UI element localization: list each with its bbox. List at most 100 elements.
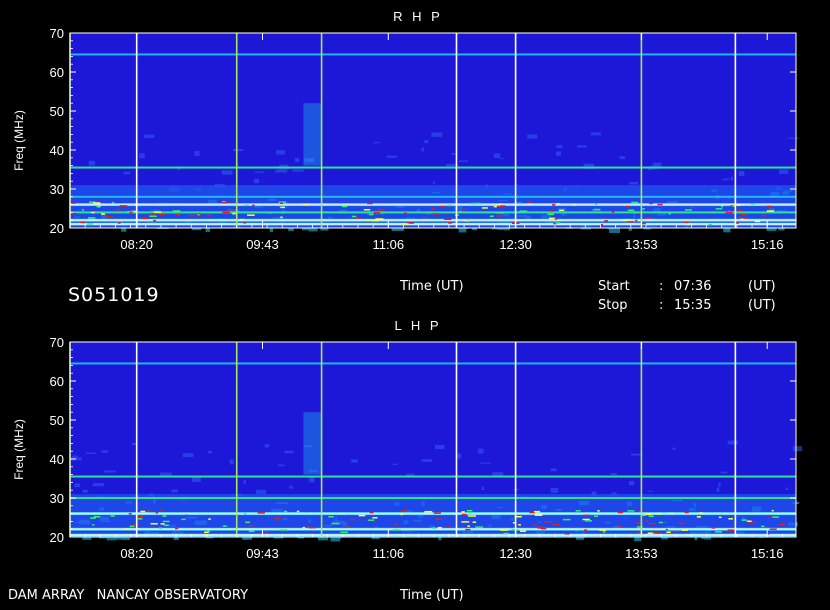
burst-speck xyxy=(296,510,300,513)
noise-speck xyxy=(351,459,358,463)
burst-speck xyxy=(743,217,748,219)
x-tick-label: 11:06 xyxy=(372,237,404,252)
burst-speck xyxy=(771,509,774,512)
x-tick-label: 08:20 xyxy=(120,237,153,252)
burst-speck xyxy=(437,526,442,529)
start-value: 07:36 xyxy=(674,279,712,294)
noise-speck xyxy=(550,488,559,493)
noise-speck xyxy=(273,536,284,539)
burst-speck xyxy=(137,518,143,520)
burst-speck xyxy=(175,213,181,216)
noise-speck xyxy=(721,471,728,474)
burst-speck xyxy=(368,213,374,216)
noise-speck xyxy=(254,178,260,184)
burst-speck xyxy=(110,515,115,517)
burst-speck xyxy=(638,531,641,534)
burst-speck xyxy=(71,213,77,215)
burst-speck xyxy=(475,526,484,528)
burst-speck xyxy=(375,218,384,220)
burst-speck xyxy=(643,513,652,516)
y-axis-label: Freq (MHz) xyxy=(12,419,26,480)
noise-speck xyxy=(647,490,654,492)
burst-speck xyxy=(460,208,467,211)
emission-band-core xyxy=(70,497,796,499)
noise-speck xyxy=(243,480,246,484)
burst-speck xyxy=(649,202,653,205)
burst-speck xyxy=(240,218,245,221)
burst-speck xyxy=(153,219,157,222)
burst-speck xyxy=(602,531,606,533)
noise-speck xyxy=(288,227,294,232)
burst-speck xyxy=(279,202,284,205)
noise-speck xyxy=(652,162,662,167)
burst-speck xyxy=(459,210,462,213)
burst-speck xyxy=(243,222,246,224)
burst-speck xyxy=(400,513,403,516)
burst-speck xyxy=(657,203,663,206)
burst-speck xyxy=(718,516,722,519)
burst-speck xyxy=(727,529,736,531)
x-tick-label: 11:06 xyxy=(372,546,404,561)
noise-speck xyxy=(634,536,642,542)
burst-speck xyxy=(448,222,453,224)
burst-speck xyxy=(223,525,227,527)
burst-speck xyxy=(345,525,350,527)
burst-speck xyxy=(748,521,755,523)
burst-speck xyxy=(583,514,590,517)
burst-speck xyxy=(93,515,101,518)
noise-speck xyxy=(785,487,788,491)
noise-speck xyxy=(308,477,315,483)
burst-speck xyxy=(393,529,401,531)
burst-speck xyxy=(466,509,473,512)
time-axis-label-bottom: Time (UT) xyxy=(400,588,464,603)
burst-speck xyxy=(400,510,409,512)
noise-speck xyxy=(294,157,300,163)
burst-speck xyxy=(636,526,643,528)
burst-speck xyxy=(696,516,702,518)
noise-speck xyxy=(471,227,478,231)
burst-speck xyxy=(518,524,521,526)
burst-speck xyxy=(648,515,654,517)
spectrogram-panel-1: 20 30 40 50 60 70 08:20 09:43 11:06 12:30 13:53 15:… xyxy=(12,9,800,252)
noise-speck xyxy=(738,171,745,176)
burst-speck xyxy=(308,526,316,529)
noise-speck xyxy=(304,158,315,163)
burst-speck xyxy=(489,215,494,217)
y-tick-label: 40 xyxy=(50,452,64,467)
burst-speck xyxy=(93,202,101,204)
burst-speck xyxy=(406,222,415,224)
noise-speck xyxy=(556,145,563,149)
burst-speck xyxy=(350,518,355,521)
noise-speck xyxy=(92,483,105,487)
burst-speck xyxy=(666,531,671,533)
burst-speck xyxy=(541,527,547,530)
burst-speck xyxy=(733,204,741,206)
burst-speck xyxy=(512,522,515,524)
noise-speck xyxy=(159,472,172,477)
burst-speck xyxy=(500,205,506,207)
noise-speck xyxy=(71,457,82,461)
burst-speck xyxy=(481,207,488,209)
y-tick-label: 50 xyxy=(50,104,64,119)
burst-speck xyxy=(251,204,255,207)
burst-speck xyxy=(158,527,163,529)
burst-speck xyxy=(89,201,96,203)
noise-speck xyxy=(303,445,312,448)
noise-speck xyxy=(121,536,130,540)
burst-speck xyxy=(124,528,130,530)
burst-speck xyxy=(81,209,84,211)
burst-speck xyxy=(644,217,651,219)
burst-speck xyxy=(472,521,477,523)
noise-speck xyxy=(727,440,738,445)
noise-speck xyxy=(730,176,734,181)
noise-speck xyxy=(421,459,432,462)
burst-speck xyxy=(163,524,169,527)
noise-speck xyxy=(391,227,404,231)
burst-speck xyxy=(302,526,306,529)
burst-speck xyxy=(572,204,576,206)
noise-speck xyxy=(103,470,116,473)
burst-speck xyxy=(71,202,76,204)
emission-band-core xyxy=(70,219,796,222)
burst-speck xyxy=(466,218,470,221)
burst-speck xyxy=(665,528,668,531)
